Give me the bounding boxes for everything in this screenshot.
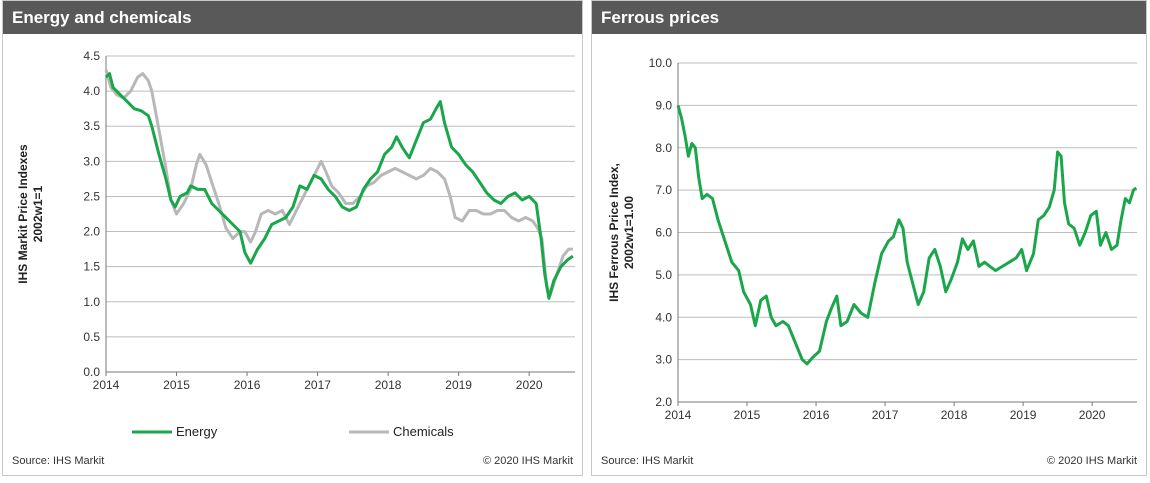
y-tick-label: 0.0 <box>83 365 100 379</box>
y-axis-label: IHS Ferrous Price Index, <box>607 163 621 302</box>
copyright-text: © 2020 IHS Markit <box>1046 455 1137 467</box>
y-tick-label: 4.0 <box>83 84 100 98</box>
energy-chemicals-panel: Energy and chemicals 0.0 0.5 1.0 1.5 2.0 2.5 3… <box>2 0 583 476</box>
ferrous-prices-panel: Ferrous prices 2.0 3.0 4.0 5.0 6.0 7.0 8.0 9.0 1… <box>591 0 1147 476</box>
series-line-ferrous <box>676 105 1138 366</box>
x-tick-label: 2018 <box>375 378 402 392</box>
energy-chemicals-chart: 0.0 0.5 1.0 1.5 2.0 2.5 3.0 3.5 4.0 4.5 2014 2015 20… <box>16 49 575 439</box>
x-tick-label: 2018 <box>941 408 968 422</box>
legend-label-chemicals: Chemicals <box>393 424 454 439</box>
x-tick-label: 2017 <box>872 408 899 422</box>
y-tick-label: 2.0 <box>655 395 672 409</box>
series-line-chemicals <box>104 69 573 297</box>
y-tick-label: 3.5 <box>83 119 100 133</box>
y-tick-label: 9.0 <box>655 98 672 112</box>
x-tick-label: 2017 <box>304 378 331 392</box>
x-tick-label: 2014 <box>665 408 692 422</box>
y-tick-label: 6.0 <box>655 226 672 240</box>
y-tick-label: 4.5 <box>83 49 100 63</box>
legend-label-energy: Energy <box>176 424 218 439</box>
x-tick-label: 2014 <box>93 378 120 392</box>
source-text: Source: IHS Markit <box>601 455 694 467</box>
y-tick-label: 7.0 <box>655 183 672 197</box>
source-text: Source: IHS Markit <box>12 455 105 467</box>
x-tick-label: 2020 <box>516 378 543 392</box>
y-axis-label: IHS Markit Price Indexes <box>16 144 30 284</box>
x-tick-label: 2015 <box>734 408 761 422</box>
x-tick-label: 2016 <box>803 408 830 422</box>
x-tick-label: 2019 <box>1010 408 1037 422</box>
y-tick-label: 3.0 <box>655 353 672 367</box>
y-tick-label: 0.5 <box>83 330 100 344</box>
y-tick-label: 2.5 <box>83 189 100 203</box>
y-axis-label: 2002w1=1.00 <box>622 196 636 269</box>
y-tick-label: 8.0 <box>655 141 672 155</box>
x-tick-label: 2019 <box>445 378 472 392</box>
panel-title: Ferrous prices <box>592 1 1146 34</box>
panel-title: Energy and chemicals <box>3 1 582 34</box>
y-axis-label: 2002w1=1 <box>31 185 45 242</box>
series-line-energy <box>104 72 574 300</box>
ferrous-prices-chart: 2.0 3.0 4.0 5.0 6.0 7.0 8.0 9.0 10.0 2014 2015 2016… <box>607 56 1138 422</box>
y-tick-label: 1.5 <box>83 260 100 274</box>
y-tick-label: 4.0 <box>655 310 672 324</box>
x-tick-label: 2020 <box>1079 408 1106 422</box>
y-tick-label: 2.0 <box>83 225 100 239</box>
x-tick-label: 2016 <box>234 378 261 392</box>
y-tick-label: 1.0 <box>83 295 100 309</box>
copyright-text: © 2020 IHS Markit <box>482 455 573 467</box>
y-tick-label: 10.0 <box>649 56 673 70</box>
y-tick-label: 3.0 <box>83 154 100 168</box>
y-tick-label: 5.0 <box>655 268 672 282</box>
x-tick-label: 2015 <box>163 378 190 392</box>
